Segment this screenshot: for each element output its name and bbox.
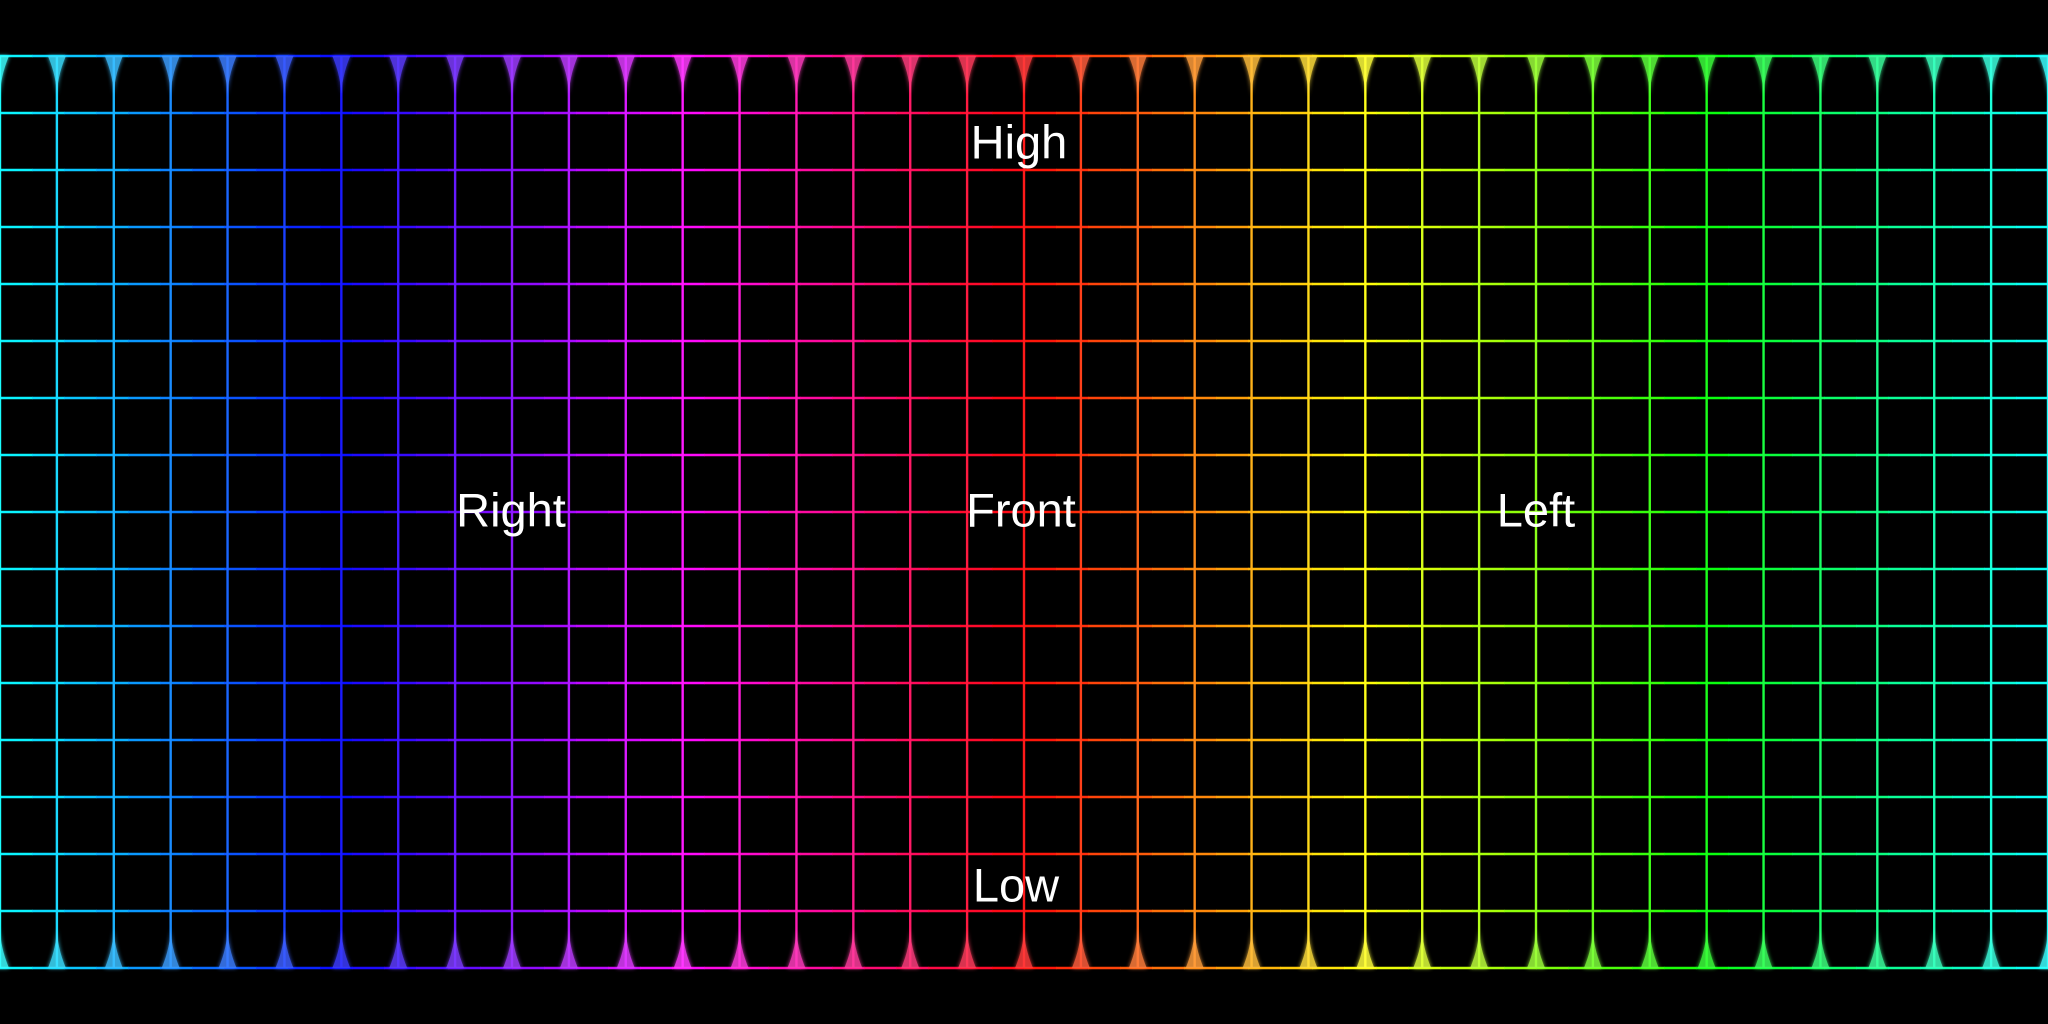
pole-pinch-mark [559,56,578,98]
pole-pinch-mark [787,926,806,968]
pole-pinch-mark [673,56,692,98]
pole-pinch-mark [1185,926,1204,968]
pole-pinch-mark [844,56,863,98]
pole-pinch-mark [1185,56,1204,98]
pole-pinch-mark [161,926,180,968]
pole-pinch-mark [730,56,749,98]
pole-pinch-mark [1925,926,1944,968]
pole-pinch-mark [730,926,749,968]
pole-pinch-mark [503,926,521,968]
pole-pinch-mark [1356,56,1375,98]
pole-pinch-mark [2039,926,2048,968]
pole-pinch-mark [1811,926,1830,968]
pole-pinch-mark [104,56,123,98]
pole-pinch-mark [1128,56,1147,98]
pole-pinch-mark [1413,926,1432,968]
label-front: Front [966,483,1076,537]
pole-pinch-mark [1299,56,1318,98]
pole-pinch-mark [446,56,465,98]
pole-pinch-mark [275,926,294,968]
pole-pinch-mark [1811,56,1830,98]
pole-pinch-mark [1583,926,1602,968]
pole-pinch-mark [389,56,408,98]
pole-pinch-mark [1754,926,1773,968]
pole-pinch-mark [1527,56,1545,98]
pole-pinch-mark [616,56,635,98]
pole-pinch-mark [1071,56,1090,98]
pole-pinch-mark [958,926,977,968]
pole-pinch-mark [389,926,408,968]
pole-pinch-mark [844,926,863,968]
pole-pinch-mark [1527,926,1545,968]
pole-pinch-mark [446,926,465,968]
pole-pinch-mark [503,56,521,98]
pole-pinch-mark [1868,926,1887,968]
pole-pinch-mark [901,56,920,98]
pole-pinch-mark [1754,56,1773,98]
pole-pinch-mark [1470,56,1489,98]
pole-pinch-mark [0,926,9,968]
pole-pinch-mark [1071,926,1090,968]
pole-pinch-mark [1982,926,2001,968]
pole-pinch-mark [1299,926,1318,968]
pole-pinch-mark [0,56,9,98]
pole-pinch-mark [673,926,692,968]
pole-pinch-mark [559,926,578,968]
pole-pinch-mark [616,926,635,968]
pole-pinch-mark [218,56,237,98]
pole-pinch-mark [104,926,123,968]
pole-pinch-mark [1640,926,1659,968]
label-left: Left [1496,483,1576,537]
pole-pinch-mark [1413,56,1432,98]
pole-pinch-mark [1015,926,1033,968]
pole-pinch-mark [218,926,237,968]
pole-pinch-mark [47,926,66,968]
pole-pinch-mark [1470,926,1489,968]
pole-pinch-mark [275,56,294,98]
pole-pinch-mark [1356,926,1375,968]
label-low: Low [972,858,1060,912]
pole-pinch-mark [787,56,806,98]
pole-pinch-mark [1242,926,1261,968]
pole-pinch-mark [1868,56,1887,98]
pole-pinch-mark [958,56,977,98]
pole-pinch-mark [1583,56,1602,98]
pole-pinch-mark [1015,56,1033,98]
pole-pinch-mark [1982,56,2001,98]
pole-pinch-mark [1697,56,1716,98]
pole-pinch-mark [47,56,66,98]
pole-pinch-mark [2039,56,2048,98]
pole-pinch-mark [161,56,180,98]
label-right: Right [456,483,566,537]
pole-pinch-mark [1242,56,1261,98]
pole-pinch-mark [332,926,351,968]
pole-pinch-mark [1697,926,1716,968]
pole-pinch-mark [1128,926,1147,968]
label-high: High [970,115,1068,169]
pole-pinch-mark [901,926,920,968]
pole-pinch-mark [332,56,351,98]
pole-pinch-mark [1925,56,1944,98]
pole-pinch-mark [1640,56,1659,98]
